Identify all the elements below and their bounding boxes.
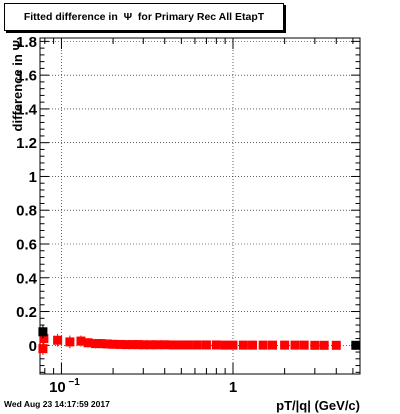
y-axis-label: difference in Ψ xyxy=(10,40,25,131)
data-point-0-28 xyxy=(258,340,268,350)
data-point-0-23 xyxy=(211,340,221,350)
data-point-0-7 xyxy=(96,339,106,349)
x-tick-label-exponent: −1 xyxy=(68,377,80,388)
timestamp-label: Wed Aug 23 14:17:59 2017 xyxy=(4,399,110,409)
y-tick-label: 1.8 xyxy=(16,34,37,51)
y-tick-label: 0 xyxy=(29,338,37,355)
data-point-0-4 xyxy=(76,336,86,346)
y-tick-label: 1.2 xyxy=(16,135,37,152)
tick-marks xyxy=(40,38,360,374)
y-tick-label: 1.4 xyxy=(16,101,38,118)
data-point-0-1 xyxy=(39,334,49,344)
data-point-0-8 xyxy=(102,339,112,349)
data-point-0-24 xyxy=(220,340,230,350)
data-point-0-15 xyxy=(145,340,155,350)
data-point-0-22 xyxy=(201,340,211,350)
y-tick-label: 0.4 xyxy=(16,270,38,287)
chart-title: Fitted difference in Ψ for Primary Rec A… xyxy=(4,3,284,31)
data-point-0-16 xyxy=(152,340,162,350)
data-point-0-31 xyxy=(290,340,300,350)
y-tick-label: 0.2 xyxy=(16,304,37,321)
data-point-0-34 xyxy=(319,340,329,350)
data-point-0-14 xyxy=(138,340,148,350)
data-point-0-5 xyxy=(83,338,93,348)
data-point-0-26 xyxy=(238,340,248,350)
data-point-0-27 xyxy=(248,340,258,350)
plot-frame xyxy=(39,37,361,375)
axes xyxy=(39,37,361,375)
data-point-0-25 xyxy=(228,340,238,350)
data-point-0-18 xyxy=(168,340,178,350)
y-tick-label: 1.6 xyxy=(16,68,37,85)
data-point-1-0 xyxy=(38,327,48,337)
y-tick-label: 1 xyxy=(29,169,37,186)
axis-labels: 0 0.2 0.4 0.6 0.8 1 1.2 1.4 1.6 1.8 10 −1 1 pT/|q| (G… xyxy=(10,34,360,413)
data-point-0-9 xyxy=(108,339,118,349)
x-tick-label: 1 xyxy=(229,379,237,396)
x-axis-label: pT/|q| (GeV/c) xyxy=(276,398,360,413)
data-point-0-10 xyxy=(115,339,125,349)
data-point-0-3 xyxy=(65,337,75,347)
data-points xyxy=(38,325,361,356)
data-point-0-30 xyxy=(280,340,290,350)
data-point-1-1 xyxy=(351,340,361,350)
data-point-0-33 xyxy=(310,340,320,350)
data-point-0-20 xyxy=(183,340,193,350)
data-point-0-19 xyxy=(176,340,186,350)
y-tick-label: 0.8 xyxy=(16,203,37,220)
data-point-0-35 xyxy=(331,340,341,350)
y-tick-label: 0.6 xyxy=(16,236,37,253)
data-point-0-21 xyxy=(192,340,202,350)
data-point-0-6 xyxy=(91,339,101,349)
data-point-0-0 xyxy=(38,344,48,354)
data-point-0-17 xyxy=(160,340,170,350)
data-point-0-12 xyxy=(128,340,138,350)
x-tick-label: 10 xyxy=(49,379,66,396)
grid-lines xyxy=(40,38,360,374)
data-point-0-2 xyxy=(53,335,63,345)
data-point-0-32 xyxy=(299,340,309,350)
data-point-0-29 xyxy=(268,340,278,350)
data-point-0-13 xyxy=(133,340,143,350)
data-point-0-11 xyxy=(122,340,132,350)
